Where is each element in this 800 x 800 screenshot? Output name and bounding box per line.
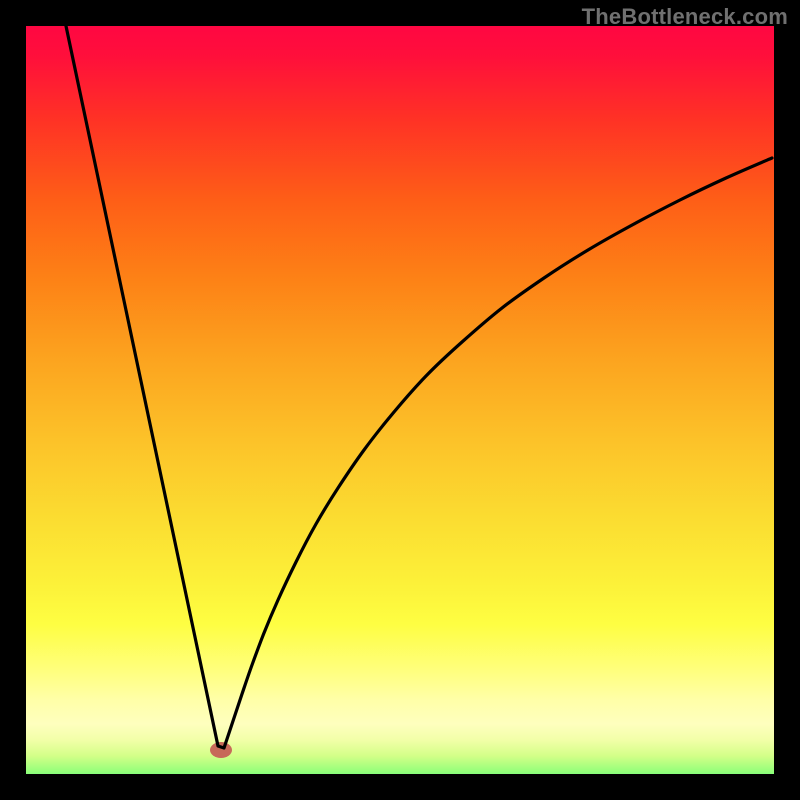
- chart-container: { "watermark": { "text": "TheBottleneck.…: [0, 0, 800, 800]
- watermark-text: TheBottleneck.com: [582, 4, 788, 30]
- bottleneck-chart: [0, 0, 800, 800]
- gradient-background: [0, 0, 800, 800]
- minimum-marker: [210, 742, 232, 758]
